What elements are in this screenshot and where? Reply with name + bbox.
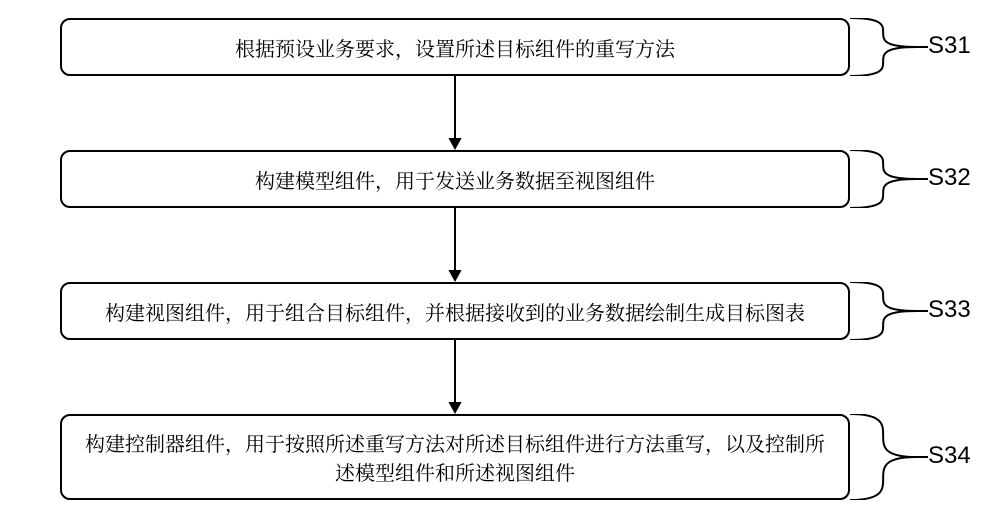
step-text-s33: 构建视图组件，用于组合目标组件，并根据接收到的业务数据绘制生成目标图表 — [105, 297, 805, 326]
brace-2 — [850, 150, 928, 208]
step-label-s31: S31 — [928, 32, 971, 60]
arrow-head-2 — [448, 270, 461, 282]
flowchart-canvas: 根据预设业务要求，设置所述目标组件的重写方法构建模型组件，用于发送业务数据至视图… — [0, 0, 1000, 520]
brace-1 — [850, 18, 928, 76]
step-text-s31: 根据预设业务要求，设置所述目标组件的重写方法 — [235, 33, 675, 62]
step-text-s32: 构建模型组件，用于发送业务数据至视图组件 — [255, 165, 655, 194]
brace-3 — [850, 282, 928, 340]
step-text-s34: 构建控制器组件，用于按照所述重写方法对所述目标组件进行方法重写，以及控制所 述模… — [85, 428, 825, 486]
step-box-s31: 根据预设业务要求，设置所述目标组件的重写方法 — [60, 18, 850, 76]
arrow-head-3 — [448, 402, 461, 414]
step-label-s34: S34 — [928, 442, 971, 470]
step-box-s32: 构建模型组件，用于发送业务数据至视图组件 — [60, 150, 850, 208]
step-label-s32: S32 — [928, 164, 971, 192]
step-box-s33: 构建视图组件，用于组合目标组件，并根据接收到的业务数据绘制生成目标图表 — [60, 282, 850, 340]
brace-4 — [850, 414, 928, 500]
step-box-s34: 构建控制器组件，用于按照所述重写方法对所述目标组件进行方法重写，以及控制所 述模… — [60, 414, 850, 500]
step-label-s33: S33 — [928, 296, 971, 324]
arrow-head-1 — [448, 138, 461, 150]
